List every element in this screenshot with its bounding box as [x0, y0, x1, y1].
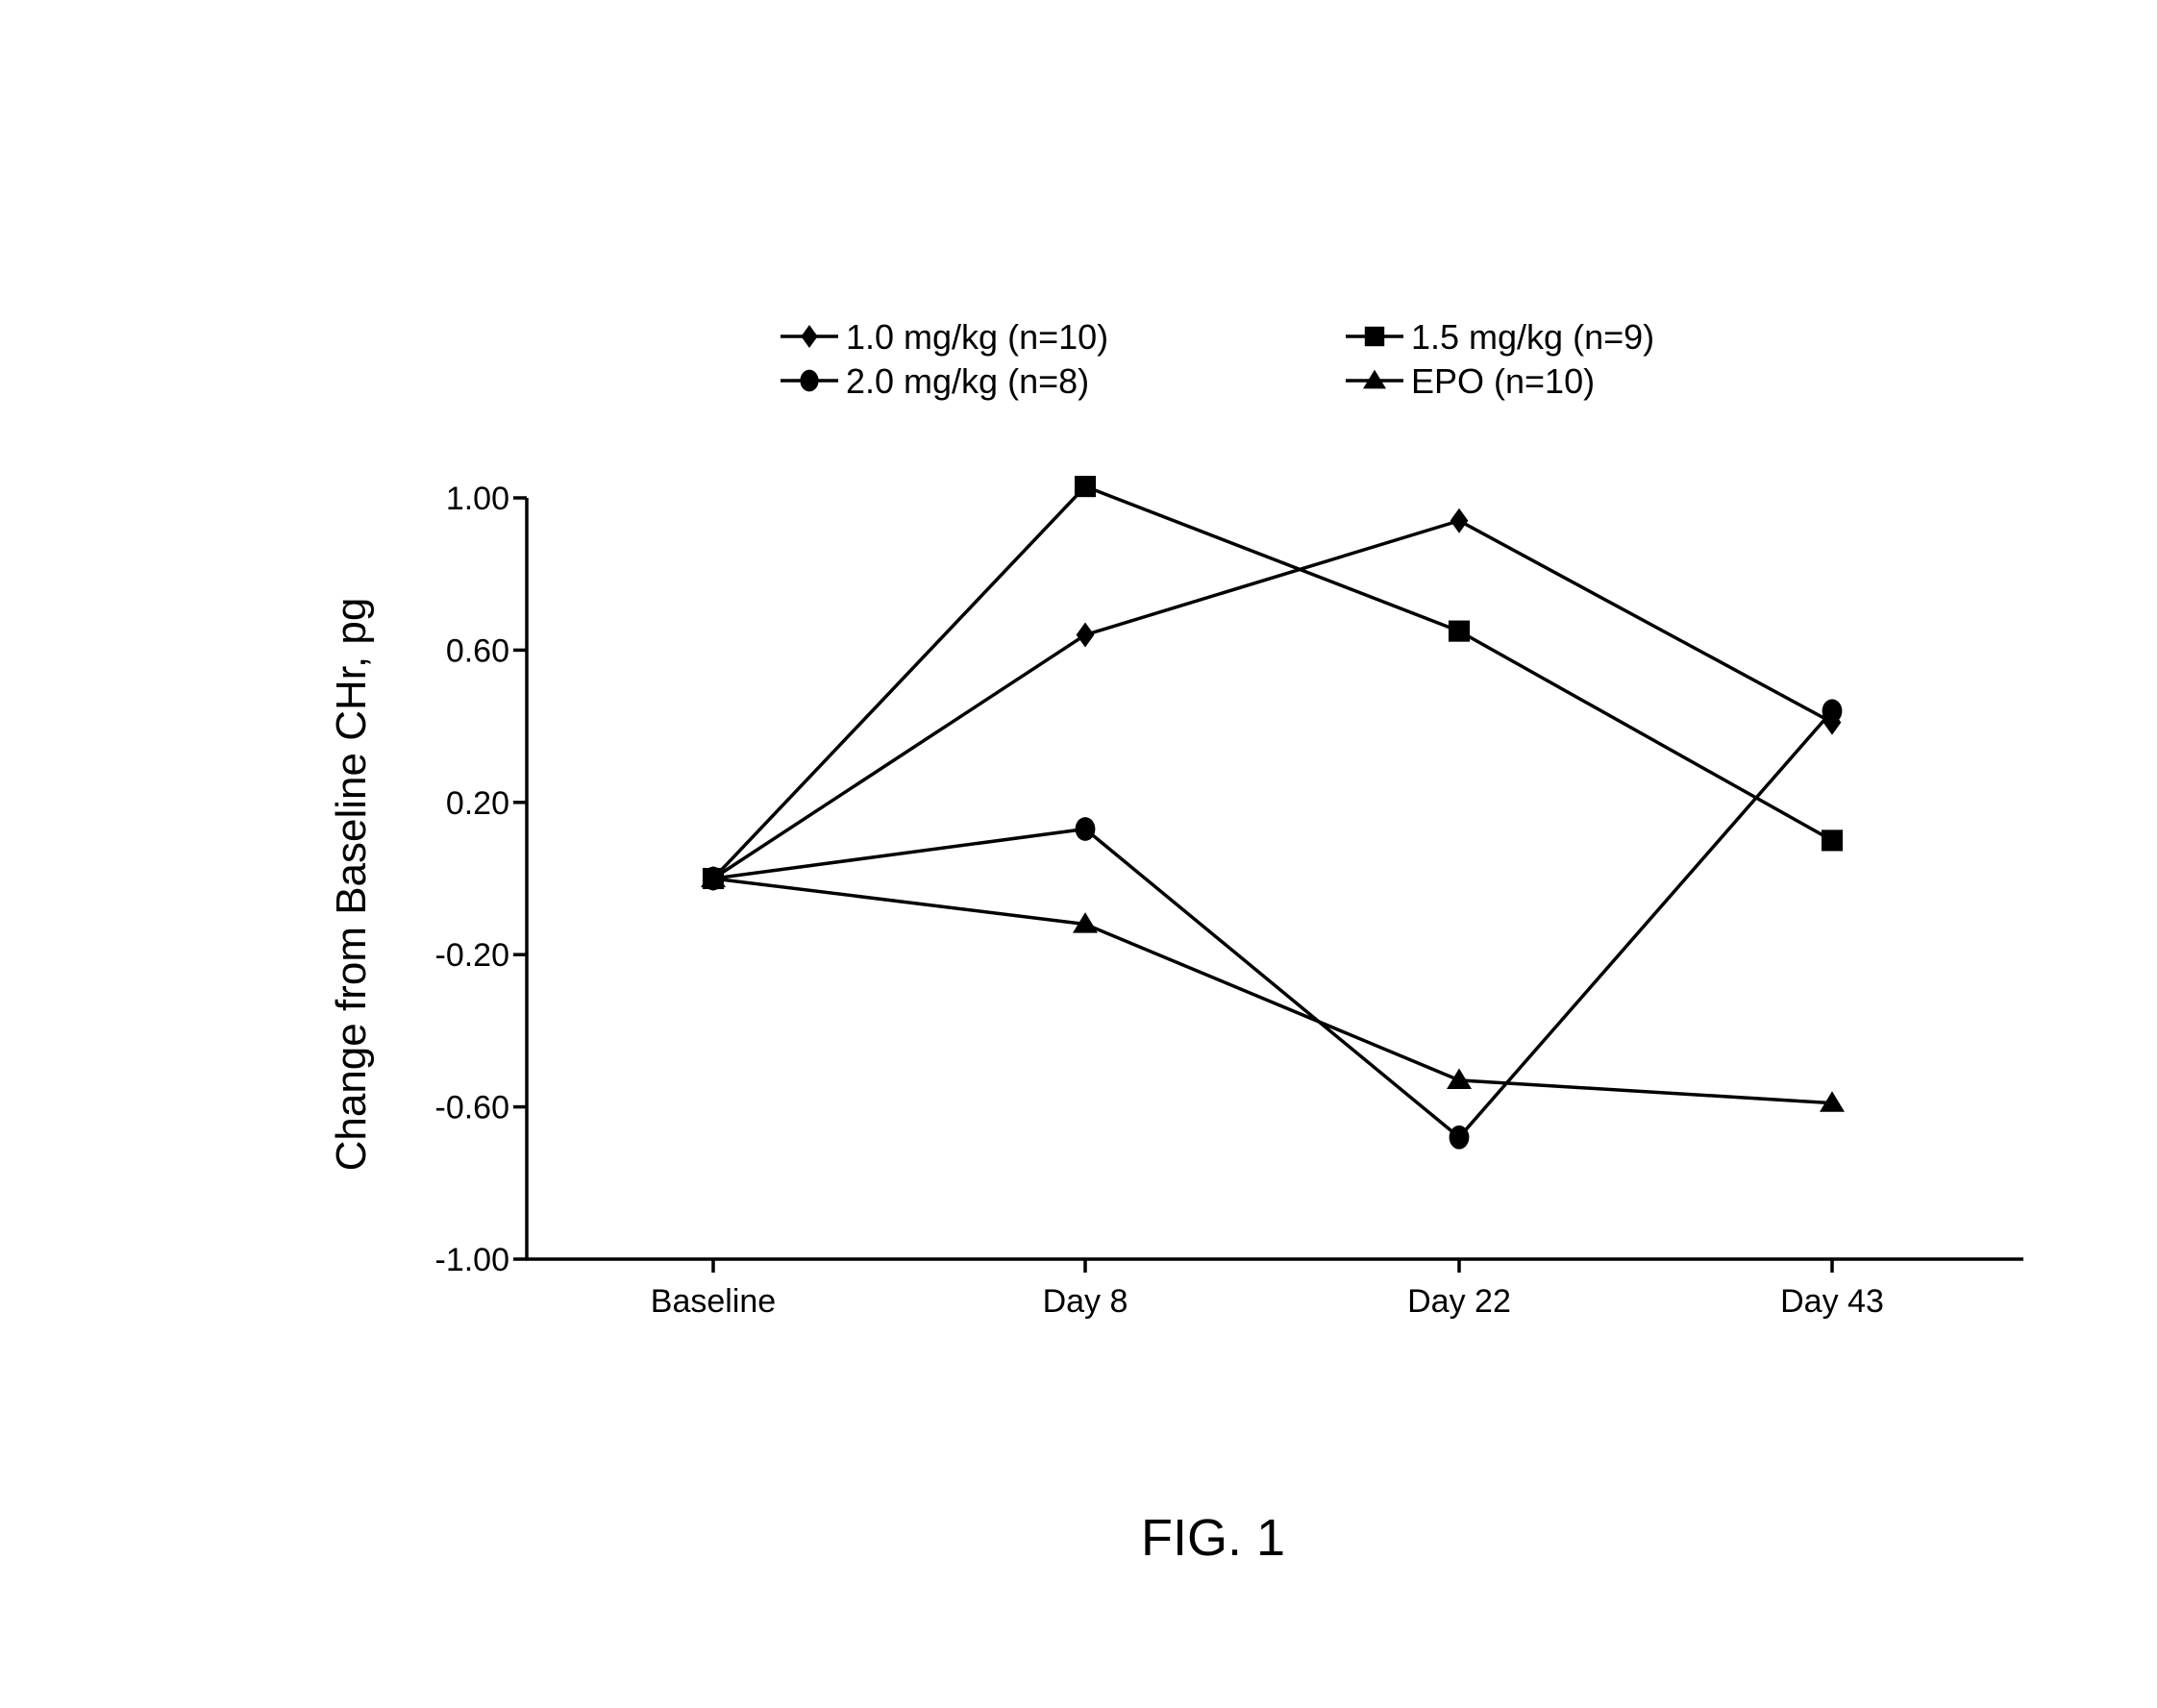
legend: 1.0 mg/kg (n=10) 1.5 mg/kg (n=9) 2.0 mg/kg…	[781, 317, 1654, 401]
data-point-square	[1822, 829, 1843, 851]
legend-marker-circle	[800, 370, 818, 392]
legend-label: 1.0 mg/kg (n=10)	[846, 317, 1108, 357]
y-axis: 1.00 0.60 0.20 -0.20 -0.60 -1.00	[435, 481, 528, 1278]
legend-label: 1.5 mg/kg (n=9)	[1411, 317, 1654, 357]
series-line	[713, 879, 1832, 1103]
figure-caption: FIG. 1	[1141, 1509, 1285, 1567]
x-tick-label: Day 43	[1780, 1283, 1884, 1320]
data-point-diamond	[1450, 508, 1469, 533]
data-point-circle	[1076, 817, 1096, 841]
data-point-triangle	[1447, 1069, 1472, 1089]
y-tick-label: -1.00	[435, 1242, 510, 1278]
data-point-circle	[1450, 1126, 1470, 1150]
y-tick-label: 1.00	[446, 481, 509, 517]
y-axis-label: Change from Baseline CHr, pg	[328, 598, 375, 1172]
y-tick-label: 0.60	[446, 632, 509, 669]
x-tick-label: Day 8	[1043, 1283, 1128, 1320]
x-axis: Baseline Day 8 Day 22 Day 43	[526, 1259, 2024, 1320]
data-point-square	[1075, 476, 1096, 497]
x-tick-label: Baseline	[651, 1283, 776, 1320]
series-line	[713, 486, 1832, 879]
data-point-square	[1449, 621, 1470, 642]
y-tick-label: 0.20	[446, 785, 509, 822]
legend-marker-square	[1365, 327, 1384, 346]
data-point-diamond	[1077, 623, 1095, 648]
y-tick-label: -0.20	[435, 937, 510, 974]
series-lines	[713, 486, 1832, 1137]
data-point-square	[703, 868, 724, 889]
chart-canvas: 1.0 mg/kg (n=10) 1.5 mg/kg (n=9) 2.0 mg/kg…	[0, 0, 2157, 1708]
legend-label: 2.0 mg/kg (n=8)	[846, 361, 1089, 401]
y-tick-label: -0.60	[435, 1090, 510, 1126]
legend-marker-diamond	[801, 325, 817, 348]
legend-label: EPO (n=10)	[1411, 361, 1595, 401]
series-line	[713, 711, 1832, 1138]
x-tick-label: Day 22	[1407, 1283, 1511, 1320]
